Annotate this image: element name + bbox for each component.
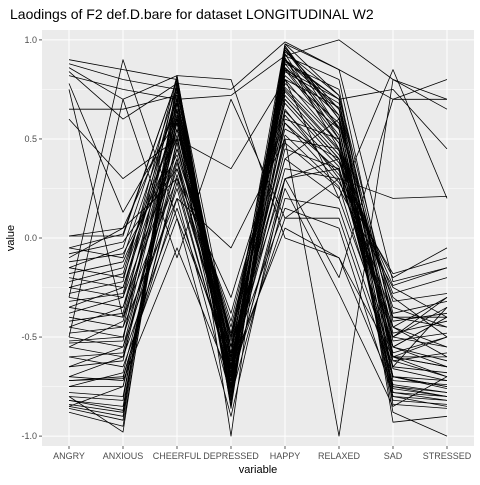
series-line-4 <box>68 41 447 120</box>
x-tick-label: RELAXED <box>318 451 361 461</box>
y-axis: 1.0 0.5 0.0 -0.5 -1.0 <box>21 35 42 441</box>
y-tick-label: 1.0 <box>24 35 37 45</box>
y-tick-label: 0.5 <box>24 134 37 144</box>
y-tick-label: -1.0 <box>21 431 37 441</box>
y-tick-label: 0.0 <box>24 233 37 243</box>
y-axis-title: value <box>5 225 17 251</box>
series-line-19 <box>68 168 448 348</box>
series-line-59 <box>68 79 448 401</box>
y-tick-label: -0.5 <box>21 332 37 342</box>
series-line-46 <box>68 102 448 322</box>
series-line-58 <box>68 91 448 397</box>
chart-title: Laodings of F2 def.D.bare for dataset LO… <box>10 6 374 22</box>
series-lines-layer <box>68 39 448 437</box>
series-line-56 <box>68 110 448 390</box>
x-tick-label: DEPRESSED <box>203 451 259 461</box>
series-line-61 <box>68 59 448 409</box>
x-tick-label: STRESSED <box>423 451 472 461</box>
x-tick-label: SAD <box>384 451 403 461</box>
series-line-52 <box>68 59 448 417</box>
x-tick-label: ANXIOUS <box>103 451 144 461</box>
x-tick-label: CHEERFUL <box>153 451 202 461</box>
x-tick-label: ANGRY <box>53 451 85 461</box>
series-line-50 <box>68 79 448 437</box>
series-line-51 <box>68 98 448 338</box>
x-axis: ANGRY ANXIOUS CHEERFUL DEPRESSED HAPPY RELAXE… <box>53 446 472 461</box>
series-line-47 <box>68 114 448 314</box>
series-line-53 <box>68 158 448 407</box>
x-axis-title: variable <box>239 464 278 476</box>
series-line-48 <box>68 122 448 298</box>
x-tick-label: HAPPY <box>270 451 301 461</box>
series-line-5 <box>68 39 448 110</box>
series-line-9 <box>68 69 448 199</box>
series-line-43 <box>68 51 448 386</box>
